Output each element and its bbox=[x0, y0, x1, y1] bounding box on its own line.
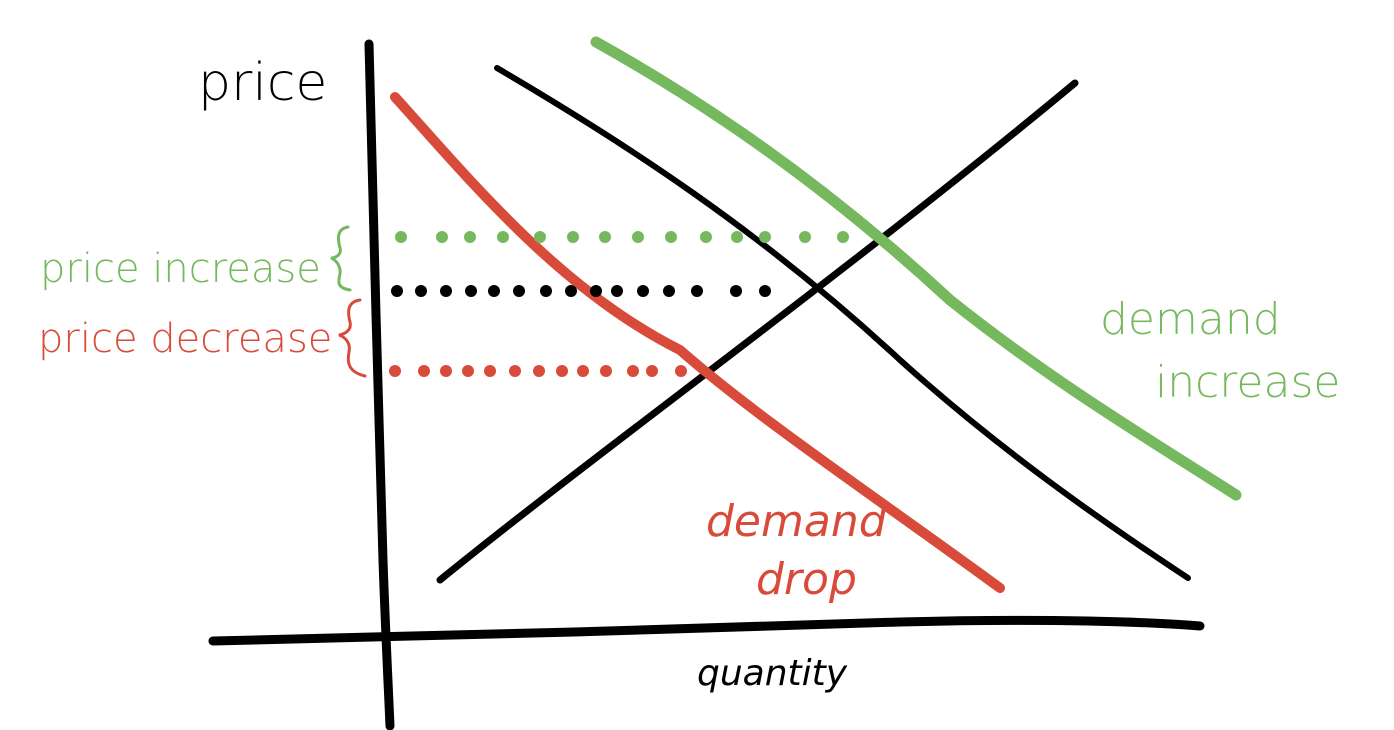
price-increase-label: price increase bbox=[40, 246, 321, 292]
dot bbox=[731, 231, 743, 243]
dot bbox=[484, 365, 496, 377]
green-dotted-price-line bbox=[395, 231, 849, 243]
dot bbox=[632, 231, 644, 243]
dot bbox=[389, 365, 401, 377]
dot bbox=[440, 285, 452, 297]
dot bbox=[759, 285, 771, 297]
quantity-axis-line bbox=[208, 615, 1205, 646]
dot bbox=[837, 231, 849, 243]
dot bbox=[665, 231, 677, 243]
price-decrease-brace bbox=[338, 298, 367, 378]
supply-curve bbox=[436, 79, 1079, 584]
dot bbox=[462, 365, 474, 377]
demand-drop-label-line2: drop bbox=[756, 554, 857, 605]
black-dotted-price-line bbox=[391, 285, 771, 297]
dot bbox=[391, 285, 403, 297]
price-decrease-label: price decrease bbox=[38, 316, 332, 362]
dot bbox=[509, 365, 521, 377]
dot bbox=[599, 231, 611, 243]
dot bbox=[700, 231, 712, 243]
dot bbox=[691, 285, 703, 297]
quantity-axis-label: quantity bbox=[697, 653, 848, 694]
demand-increase-label-line2: increase bbox=[1155, 357, 1340, 408]
dot bbox=[565, 285, 577, 297]
dot bbox=[415, 285, 427, 297]
demand-drop-label-line1: demand bbox=[706, 496, 888, 547]
dot bbox=[465, 285, 477, 297]
demand-increase-curve bbox=[590, 36, 1242, 501]
dot bbox=[759, 231, 771, 243]
dot bbox=[533, 365, 545, 377]
dot bbox=[497, 231, 509, 243]
dot bbox=[637, 285, 649, 297]
dot bbox=[488, 285, 500, 297]
dot bbox=[540, 285, 552, 297]
dot bbox=[567, 231, 579, 243]
dot bbox=[534, 231, 546, 243]
dot bbox=[440, 365, 452, 377]
dot bbox=[464, 231, 476, 243]
demand-curve bbox=[494, 65, 1191, 581]
price-axis-label: price bbox=[198, 53, 327, 113]
dot bbox=[600, 365, 612, 377]
demand-drop-curve bbox=[390, 92, 1005, 593]
dot bbox=[627, 365, 639, 377]
dot bbox=[513, 285, 525, 297]
red-dotted-price-line bbox=[389, 365, 687, 377]
dot bbox=[611, 285, 623, 297]
dot bbox=[663, 285, 675, 297]
dot bbox=[395, 231, 407, 243]
price-axis-line bbox=[364, 39, 395, 730]
dot bbox=[646, 365, 658, 377]
dot bbox=[730, 285, 742, 297]
dot bbox=[590, 285, 602, 297]
price-increase-brace bbox=[330, 225, 352, 292]
dot bbox=[577, 365, 589, 377]
dot bbox=[436, 231, 448, 243]
demand-increase-label-line1: demand bbox=[1100, 294, 1281, 345]
dot bbox=[556, 365, 568, 377]
dot bbox=[799, 231, 811, 243]
dot bbox=[675, 365, 687, 377]
dot bbox=[418, 365, 430, 377]
